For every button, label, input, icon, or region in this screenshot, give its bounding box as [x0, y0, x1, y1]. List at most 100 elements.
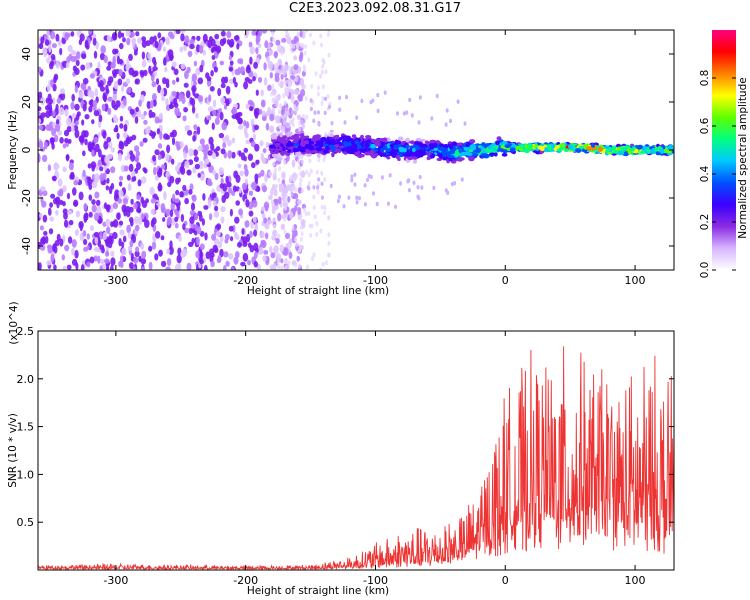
noise-speckle [274, 204, 279, 210]
noise-speckle [135, 246, 140, 253]
noise-speckle [131, 39, 135, 48]
ridge-point [414, 150, 420, 155]
noise-speckle [141, 51, 146, 60]
noise-speckle [199, 251, 204, 258]
noise-speckle [55, 103, 59, 111]
noise-speckle [106, 136, 112, 143]
noise-speckle [40, 186, 46, 192]
noise-speckle [191, 237, 195, 245]
noise-speckle [180, 213, 185, 223]
noise-speckle [278, 166, 281, 172]
noise-speckle [282, 69, 287, 76]
noise-speckle [96, 205, 102, 214]
noise-speckle [56, 97, 62, 104]
noise-speckle [283, 80, 287, 86]
noise-speckle [287, 85, 291, 91]
ridge-point [411, 147, 416, 153]
noise-speckle [324, 260, 328, 266]
noise-speckle [211, 122, 215, 130]
noise-speckle [353, 172, 357, 177]
noise-speckle [253, 261, 258, 268]
noise-speckle [213, 99, 217, 108]
scale-label: (x10^4) [8, 301, 20, 344]
noise-speckle [277, 177, 281, 183]
ridge-point [534, 149, 541, 155]
noise-speckle [102, 92, 107, 102]
noise-speckle [293, 88, 300, 95]
noise-speckle [140, 266, 145, 270]
ridge-point [329, 129, 334, 133]
noise-speckle [47, 84, 51, 92]
ridge-point [318, 144, 323, 149]
noise-speckle [247, 79, 253, 84]
noise-speckle [297, 215, 301, 221]
ridge-point [405, 144, 410, 148]
noise-speckle [216, 112, 220, 119]
noise-speckle [223, 251, 229, 258]
noise-speckle [280, 50, 284, 56]
noise-speckle [226, 30, 232, 39]
noise-speckle [268, 195, 273, 200]
noise-speckle [83, 203, 88, 211]
noise-speckle [264, 40, 269, 49]
noise-speckle [273, 245, 279, 254]
noise-speckle [180, 33, 185, 42]
noise-speckle [94, 143, 100, 153]
noise-speckle [228, 55, 232, 61]
noise-speckle [283, 229, 287, 235]
noise-speckle [65, 154, 70, 162]
noise-speckle [125, 30, 131, 37]
noise-speckle [105, 185, 110, 191]
noise-speckle [107, 107, 112, 115]
noise-speckle [135, 224, 140, 232]
ridge-point [646, 148, 651, 153]
noise-speckle [102, 130, 107, 139]
noise-speckle [82, 230, 87, 237]
noise-speckle [51, 43, 58, 49]
noise-speckle [321, 261, 325, 267]
noise-speckle [71, 239, 77, 248]
noise-speckle [254, 143, 260, 152]
noise-speckle [73, 180, 78, 186]
noise-speckle [134, 78, 138, 85]
noise-speckle [270, 252, 276, 259]
ridge-point [471, 143, 476, 149]
x-tick-label: 100 [625, 274, 646, 287]
noise-speckle [240, 152, 246, 161]
noise-speckle [243, 164, 248, 171]
noise-speckle [261, 206, 265, 212]
noise-speckle [75, 120, 79, 126]
y-tick-label: 2.5 [17, 325, 35, 338]
noise-speckle [171, 137, 176, 146]
ridge-point [341, 135, 347, 140]
noise-speckle [218, 132, 225, 139]
noise-speckle [177, 247, 182, 256]
noise-speckle [85, 62, 91, 70]
noise-speckle [269, 245, 273, 254]
noise-speckle [58, 188, 64, 197]
noise-speckle [184, 197, 189, 205]
noise-speckle [154, 253, 159, 261]
ridge-point [293, 133, 300, 138]
noise-speckle [169, 209, 174, 218]
noise-speckle [66, 264, 72, 270]
noise-speckle [166, 248, 171, 255]
noise-speckle [210, 142, 215, 151]
ridge-point [401, 148, 407, 153]
noise-speckle [254, 222, 258, 231]
ridge-point [509, 147, 516, 152]
ridge-point [627, 149, 632, 155]
ridge-point [559, 146, 564, 151]
noise-speckle [152, 99, 157, 107]
noise-speckle [212, 169, 217, 176]
ridge-point [590, 143, 596, 148]
noise-speckle [201, 218, 205, 226]
colorbar-tick-label: 0.6 [699, 117, 711, 134]
noise-speckle [151, 132, 156, 139]
noise-speckle [158, 113, 163, 120]
ridge-point [296, 146, 301, 152]
noise-speckle [91, 180, 98, 189]
noise-speckle [74, 103, 80, 111]
noise-speckle [231, 266, 235, 270]
